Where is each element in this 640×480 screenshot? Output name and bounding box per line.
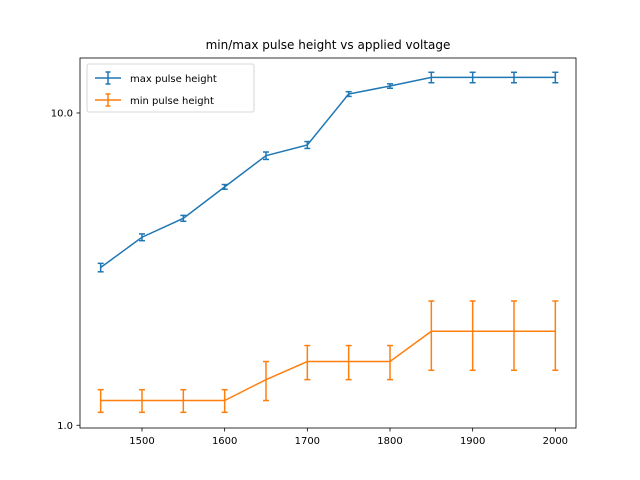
x-tick-label: 1900	[460, 436, 485, 447]
legend-frame	[86, 63, 255, 113]
x-tick-label: 1500	[129, 436, 154, 447]
y-tick-label: 1.0	[57, 421, 73, 432]
x-tick-label: 1600	[212, 436, 237, 447]
legend: max pulse height min pulse height	[86, 63, 255, 113]
legend-label: min pulse height	[130, 96, 214, 107]
legend-label: max pulse height	[130, 74, 217, 85]
x-tick-label: 2000	[543, 436, 568, 447]
series-line-0	[100, 76, 556, 269]
x-tick-label: 1700	[295, 436, 320, 447]
plot-content	[97, 71, 559, 414]
x-tick-label: 1800	[377, 436, 402, 447]
axes-frame	[79, 57, 577, 429]
y-tick-label: 10.0	[51, 108, 73, 119]
series-line-1	[100, 330, 556, 402]
chart-title: min/max pulse height vs applied voltage	[206, 38, 451, 52]
axes: 1500 1600 1700 1800 1900 2000 1.0 10.0	[51, 57, 577, 447]
